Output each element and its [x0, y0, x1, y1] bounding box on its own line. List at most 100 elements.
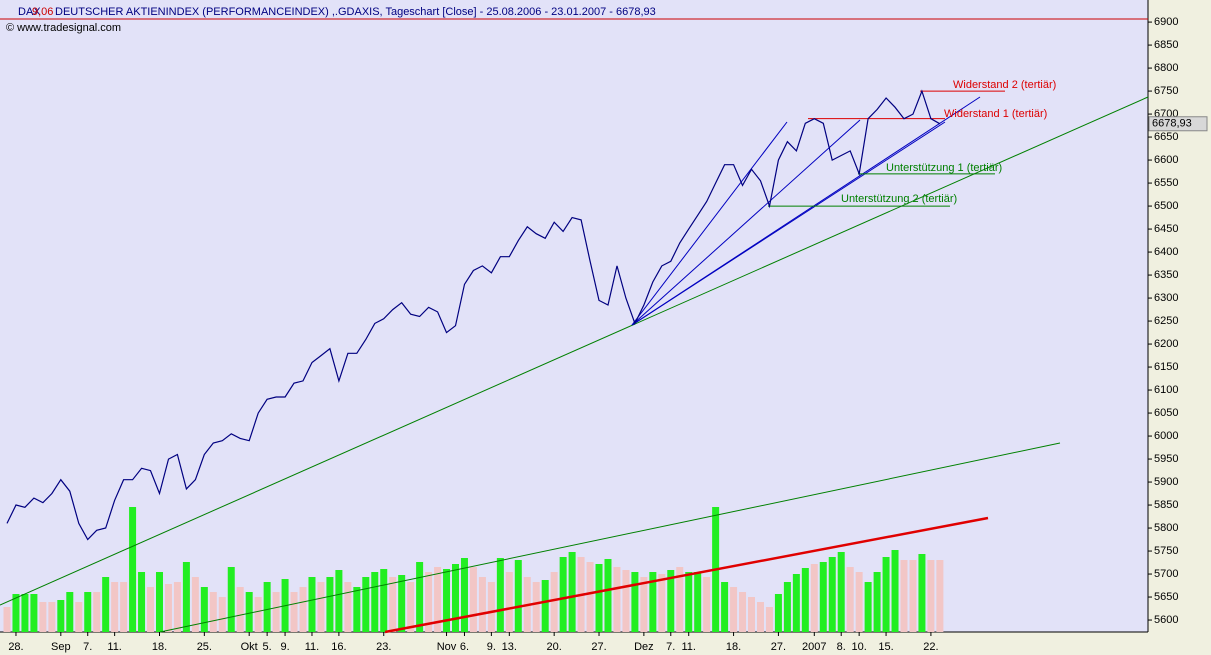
volume-bar: [559, 557, 567, 632]
y-tick-label: 6300: [1154, 292, 1178, 304]
volume-bar: [129, 507, 137, 632]
x-tick-label: 6.: [460, 641, 469, 653]
volume-bar: [344, 582, 352, 632]
volume-bar: [380, 569, 388, 632]
volume-bar: [613, 567, 621, 632]
volume-bar: [846, 567, 854, 632]
y-tick-label: 5650: [1154, 591, 1178, 603]
volume-bar: [48, 602, 56, 632]
x-tick-label: 11.: [681, 641, 695, 653]
volume-bar: [748, 597, 756, 632]
x-tick-label: Sep: [51, 641, 71, 653]
volume-bar: [882, 557, 890, 632]
x-tick-label: 5.: [263, 641, 272, 653]
volume-bar: [39, 602, 47, 632]
last-value-box: [1148, 116, 1208, 132]
volume-bar: [290, 592, 298, 632]
symbol-overlay: 9,06: [32, 6, 53, 18]
volume-bar: [191, 577, 199, 632]
volume-bar: [173, 582, 181, 632]
y-tick-label: 5850: [1154, 499, 1178, 511]
x-tick-label: Nov: [437, 641, 457, 653]
trendline: [0, 96, 1149, 606]
volume-bar: [416, 562, 424, 632]
x-tick-label: 8.: [837, 641, 846, 653]
volume-bar: [918, 554, 926, 632]
x-tick-label: 10.: [852, 641, 867, 653]
volume-bar: [550, 572, 558, 632]
volume-bar: [658, 574, 666, 632]
volume-bar: [541, 580, 549, 632]
volume-bar: [756, 602, 764, 632]
price-line: [6, 89, 941, 541]
y-tick-label: 6750: [1154, 85, 1178, 97]
volume-bar: [21, 594, 29, 632]
level-label: Widerstand 1 (tertiär): [944, 108, 1047, 120]
volume-bar: [371, 572, 379, 632]
x-tick-label: 7.: [666, 641, 675, 653]
y-tick-label: 6800: [1154, 62, 1178, 74]
volume-bar: [209, 592, 217, 632]
volume-bar: [317, 582, 325, 632]
volume-bar: [460, 558, 468, 632]
axis-area: [1148, 0, 1211, 655]
volume-bar: [398, 575, 406, 632]
volume-bar: [75, 602, 83, 632]
volume-bar: [434, 567, 442, 632]
y-tick-label: 6250: [1154, 315, 1178, 327]
y-tick-label: 6900: [1154, 16, 1178, 28]
x-tick-label: 22.: [923, 641, 938, 653]
x-tick-label: 25.: [197, 641, 212, 653]
volume-bar: [514, 560, 522, 632]
trendline: [384, 516, 989, 634]
y-tick-label: 6400: [1154, 246, 1178, 258]
volume-bar: [936, 560, 944, 632]
volume-bar: [102, 577, 110, 632]
volume-bar: [828, 557, 836, 632]
volume-bar: [93, 592, 101, 632]
volume-bar: [443, 569, 451, 632]
volume-bar: [774, 594, 782, 632]
volume-bar: [783, 582, 791, 632]
x-tick-label: 13.: [502, 641, 517, 653]
volume-bar: [335, 570, 343, 632]
x-tick-label: 2007: [802, 641, 826, 653]
volume-bar: [873, 572, 881, 632]
x-tick-label: 18.: [152, 641, 167, 653]
y-tick-label: 6650: [1154, 131, 1178, 143]
volume-bar: [254, 597, 262, 632]
volume-bar: [182, 562, 190, 632]
volume-bar: [3, 607, 11, 632]
y-tick-label: 5800: [1154, 522, 1178, 534]
x-tick-label: 15.: [878, 641, 893, 653]
volume-bar: [739, 592, 747, 632]
y-tick-label: 5750: [1154, 545, 1178, 557]
volume-bar: [649, 572, 657, 632]
fan-line: [631, 119, 861, 326]
x-axis-area: [0, 632, 1148, 655]
volume-bar: [640, 577, 648, 632]
volume-bar: [568, 552, 576, 632]
symbol: DAX: [18, 6, 41, 18]
x-tick-label: 9.: [487, 641, 496, 653]
volume-bar: [487, 582, 495, 632]
volume-bar: [604, 559, 612, 632]
volume-bar: [505, 572, 513, 632]
y-tick-label: 5950: [1154, 453, 1178, 465]
level-label: Unterstützung 1 (tertiär): [886, 162, 1002, 174]
volume-bar: [586, 562, 594, 632]
volume-bar: [730, 587, 738, 632]
volume-bar: [819, 562, 827, 632]
volume-bar: [801, 568, 809, 632]
x-tick-label: 27.: [591, 641, 606, 653]
volume-bar: [721, 582, 729, 632]
volume-bar: [837, 552, 845, 632]
y-tick-label: 6600: [1154, 154, 1178, 166]
x-tick-label: 20.: [547, 641, 562, 653]
x-tick-label: Dez: [634, 641, 654, 653]
subtitle: © www.tradesignal.com: [6, 22, 121, 34]
plot-area: [0, 0, 1148, 632]
x-tick-label: Okt: [241, 641, 258, 653]
volume-bar: [138, 572, 146, 632]
volume-bar: [326, 577, 334, 632]
